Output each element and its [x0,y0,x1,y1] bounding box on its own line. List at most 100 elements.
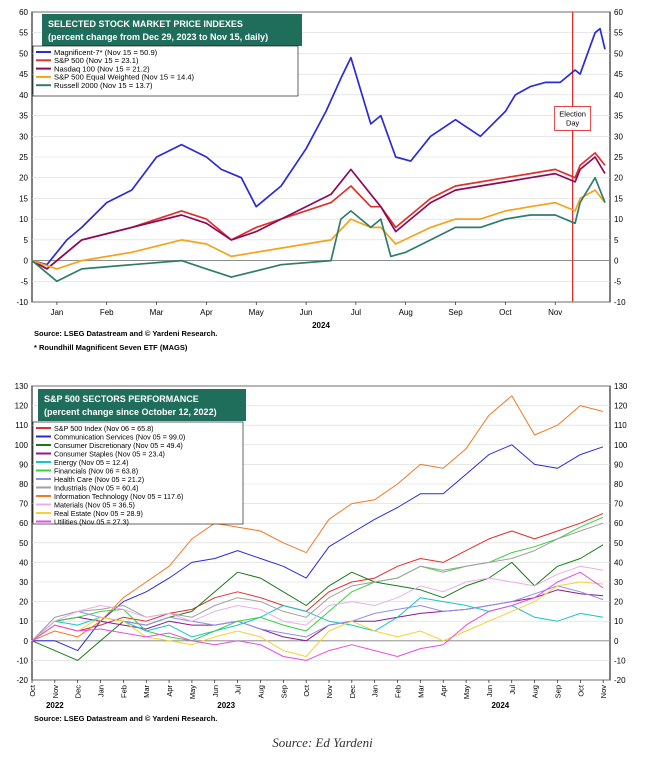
y-tick-label-right: 0 [614,637,619,646]
source-note: Source: Ed Yardeni [272,735,373,750]
y-tick-label-left: 40 [19,558,28,567]
x-tick-label: Sep [279,685,288,698]
legend-entry: Health Care (Nov 05 = 21.2) [54,475,144,484]
legend-entry: Industrials (Nov 05 = 60.4) [54,483,139,492]
y-tick-label-left: 110 [15,421,28,430]
series-line-0 [31,512,604,642]
x-tick-label: Nov [548,308,562,317]
x-tick-label: Feb [100,308,114,317]
y-tick-label-left: -10 [16,298,28,307]
y-tick-label-right: -10 [614,298,626,307]
x-tick-label: Sep [553,685,562,698]
x-tick-label: Feb [394,685,403,698]
x-tick-label: Dec [74,685,83,699]
legend-entry: Magnificent-7* (Nov 15 = 50.9) [54,48,158,57]
x-tick-label: Feb [119,685,128,698]
y-tick-label-left: 0 [24,257,29,266]
series-line-8 [31,395,604,642]
y-tick-label-left: 60 [19,519,28,528]
x-tick-label: Jan [50,308,63,317]
x-year-label: 2022 [46,701,64,710]
y-tick-label-right: 130 [614,382,628,391]
x-tick-label: Mar [150,308,164,317]
x-tick-label: Jun [300,308,313,317]
series-line-4 [31,176,606,283]
legend-entry: Materials (Nov 05 = 36.5) [54,500,135,509]
y-tick-label-right: 35 [614,112,623,121]
y-tick-label-left: 90 [19,460,28,469]
series-line-0 [31,27,606,266]
series-line-10 [31,581,604,657]
y-tick-label-left: -20 [16,676,28,685]
y-tick-label-left: -10 [16,656,28,665]
legend-entry: Consumer Staples (Nov 05 = 23.4) [54,449,165,458]
x-tick-label: Apr [439,684,448,696]
y-tick-label-left: 70 [19,500,28,509]
x-tick-label: Jan [371,685,380,697]
legend-box [32,421,244,525]
election-day-label: Day [566,118,580,127]
y-tick-label-right: 20 [614,598,623,607]
x-tick-label: Aug [399,308,413,317]
x-tick-label: May [188,685,197,699]
y-tick-label-left: 10 [19,617,28,626]
chart-footnote: Source: LSEG Datastream and © Yardeni Re… [34,329,217,338]
y-tick-label-right: 40 [614,91,623,100]
y-tick-label-left: 40 [19,91,28,100]
y-tick-label-right: 30 [614,132,623,141]
series-line-1 [31,152,606,270]
y-tick-label-right: 110 [614,421,627,430]
y-tick-label-left: 55 [19,29,28,38]
chart-footnote: Source: LSEG Datastream and © Yardeni Re… [34,714,217,723]
y-tick-label-right: -5 [614,277,622,286]
election-day-box [554,106,592,131]
x-tick-label: Nov [325,685,334,699]
y-tick-label-right: 50 [614,49,623,58]
x-tick-label: Mar [416,685,425,698]
chart-title-box [38,389,246,421]
x-tick-label: May [249,308,264,317]
y-tick-label-right: 60 [614,519,623,528]
chart-footnote: * Roundhill Magnificent Seven ETF (MAGS) [34,343,188,352]
y-tick-label-left: 20 [19,174,28,183]
x-tick-label: Mar [142,685,151,698]
x-tick-label: Aug [256,685,265,698]
chart-title: S&P 500 SECTORS PERFORMANCE [44,394,199,404]
x-tick-label: Apr [200,308,213,317]
y-tick-label-right: 5 [614,236,619,245]
y-tick-label-left: 130 [15,382,29,391]
series-line-5 [31,516,604,642]
legend-entry: Information Technology (Nov 05 = 117.6) [54,492,183,501]
x-year-label: 2023 [217,701,235,710]
y-tick-label-right: 10 [614,617,623,626]
y-tick-label-right: 0 [614,257,619,266]
x-tick-label: Dec [348,685,357,699]
x-tick-label: Oct [302,684,311,697]
x-tick-label: Nov [51,685,60,699]
x-tick-label: Jun [211,685,220,697]
x-tick-label: Jun [485,685,494,697]
x-tick-label: Jul [234,685,243,695]
series-line-3 [31,189,606,270]
y-tick-label-left: 60 [19,8,28,17]
x-tick-label: Nov [599,685,608,699]
y-tick-label-right: 100 [614,441,628,450]
legend-entry: S&P 500 Index (Nov 06 = 65.8) [54,424,154,433]
y-tick-label-right: 30 [614,578,623,587]
y-tick-label-left: 45 [19,70,28,79]
y-tick-label-right: 90 [614,460,623,469]
y-tick-label-left: 50 [19,49,28,58]
series-line-11 [31,571,604,661]
y-tick-label-right: 15 [614,194,623,203]
x-tick-label: Jan [97,685,106,697]
legend-entry: Russell 2000 (Nov 15 = 13.7) [54,81,153,90]
chart-title-box [42,14,302,46]
y-tick-label-right: 25 [614,153,623,162]
x-tick-label: Apr [165,684,174,696]
y-tick-label-right: 60 [614,8,623,17]
y-tick-label-left: 35 [19,112,28,121]
y-tick-label-right: 10 [614,215,623,224]
legend-entry: Energy (Nov 05 = 12.4) [54,458,129,467]
y-tick-label-right: 120 [614,402,628,411]
